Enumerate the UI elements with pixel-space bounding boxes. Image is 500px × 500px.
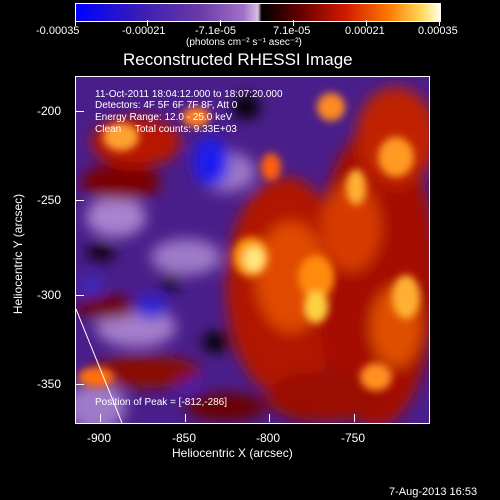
clean-counts-text: Clean Total counts: 9.33E+03 [95, 124, 237, 135]
y-tick-label: -200 [37, 104, 62, 118]
solar-limb-line [76, 308, 123, 423]
colorbar-tick-label: 7.1e-05 [273, 25, 311, 37]
x-tick-label: -800 [256, 431, 281, 445]
rhessi-image: 11-Oct-2011 18:04:12.000 to 18:07:20.000… [75, 76, 430, 424]
y-tick-label: -250 [37, 193, 62, 207]
y-axis-label: Heliocentric Y (arcsec) [11, 193, 25, 315]
x-axis-label: Heliocentric X (arcsec) [172, 446, 293, 460]
energy-range-text: Energy Range: 12.0 - 25.0 keV [95, 112, 233, 123]
colorbar-units: (photons cm⁻² s⁻¹ asec⁻²) [186, 37, 302, 48]
colorbar-tick-label: 0.00035 [418, 25, 458, 37]
image-map [76, 77, 429, 423]
x-tick-label: -900 [87, 431, 112, 445]
x-tick-label: -750 [341, 431, 366, 445]
colorbar-tick-label: -0.00021 [122, 25, 166, 37]
colorbar-tick-label: -7.1e-05 [195, 25, 236, 37]
colorbar-tick-label: 0.00021 [345, 25, 385, 37]
colorbar [75, 3, 441, 22]
y-tick-label: -300 [37, 288, 62, 302]
footer-date: 7-Aug-2013 16:53 [389, 486, 478, 498]
x-tick-label: -850 [172, 431, 197, 445]
detectors-text: Detectors: 4F 5F 6F 7F 8F, Att 0 [95, 100, 238, 111]
peak-position-text: Position of Peak = [-812,-286] [95, 397, 228, 408]
time-range-text: 11-Oct-2011 18:04:12.000 to 18:07:20.000 [95, 89, 283, 100]
y-tick-label: -350 [37, 377, 62, 391]
colorbar-tick-label: -0.00035 [36, 25, 80, 37]
image-title: Reconstructed RHESSI Image [123, 50, 353, 69]
